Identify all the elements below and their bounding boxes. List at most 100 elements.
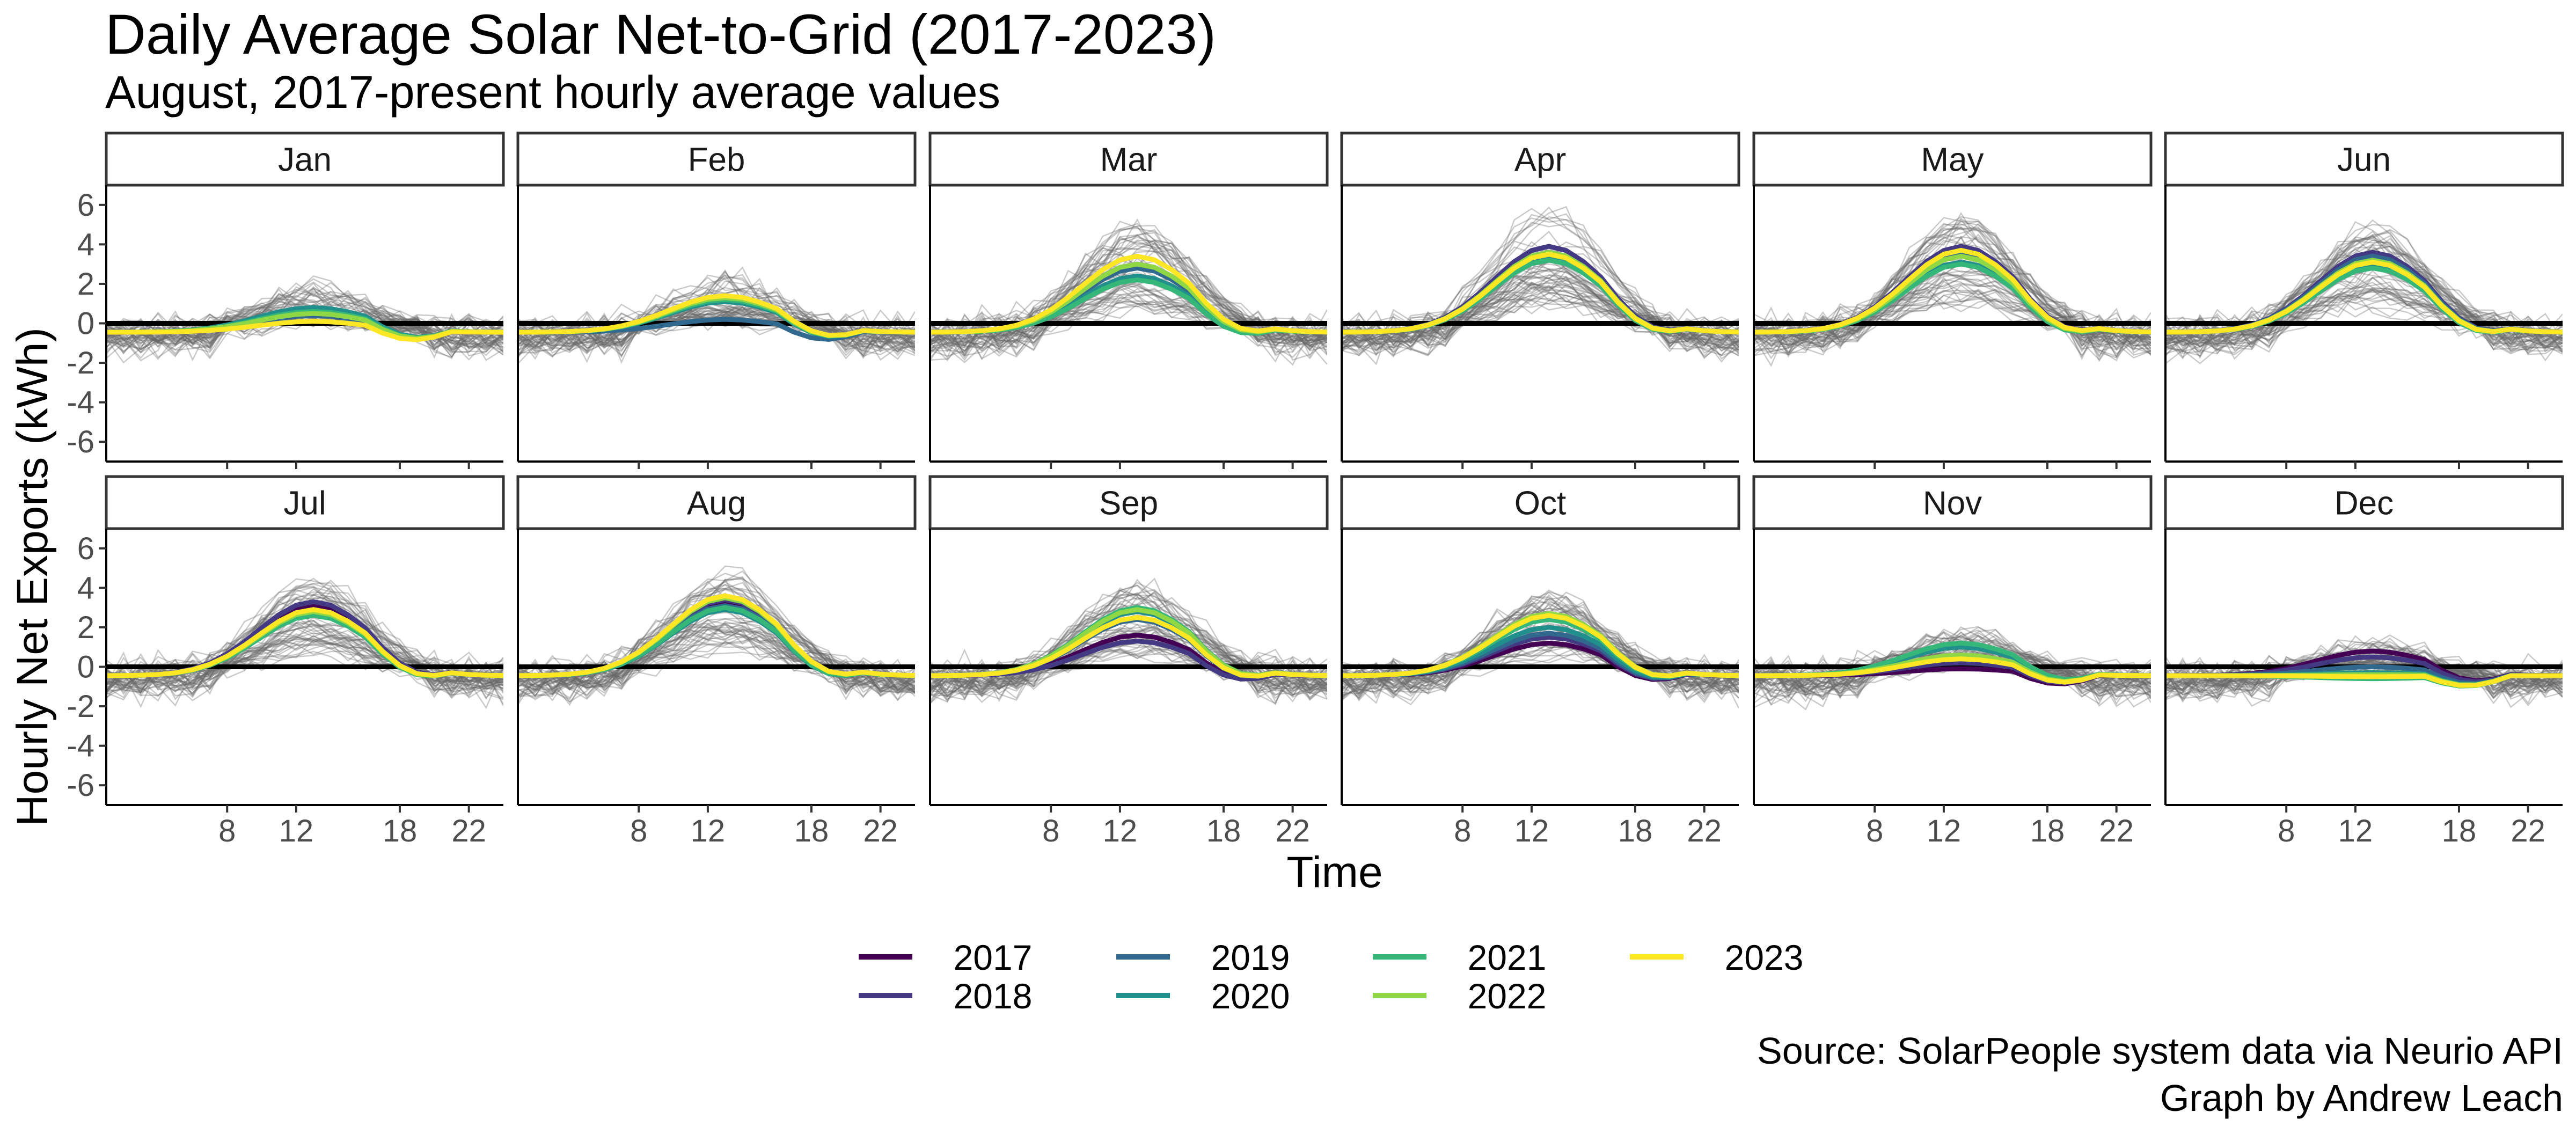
day-line [930,582,1327,701]
day-line [518,588,915,689]
day-line [518,311,915,355]
day-line [1754,236,2151,353]
day-line [1754,277,2151,353]
day-line [106,627,503,694]
day-line [106,634,503,688]
plot-area [930,218,1327,366]
day-line [1342,269,1739,343]
day-line [106,292,503,345]
day-line [930,282,1327,348]
day-line [930,288,1327,345]
strip-box [2164,131,2564,187]
day-line [106,623,503,696]
day-line [2165,230,2563,346]
strip-label: Dec [2334,485,2394,522]
day-line [930,589,1327,696]
x-tick-label: 22 [1275,814,1310,848]
day-line [2165,646,2563,697]
series-line-2023 [1342,613,1739,679]
day-line [2165,224,2563,348]
day-line [1342,299,1739,356]
panel-sep: Sep 8 12 18 22 [928,475,1329,848]
panel-apr: Apr8121822 [1340,131,1740,505]
day-line [1342,644,1739,697]
day-line [518,650,915,700]
plot-area [1754,626,2151,711]
day-line [930,633,1327,704]
y-axis-title: Hourly Net Exports (kWh) [8,327,57,826]
day-line [2165,287,2563,346]
day-line [1342,298,1739,346]
day-line [518,579,915,693]
day-line [930,305,1327,362]
day-line [930,625,1327,696]
y-tick-label: -4 [67,729,94,764]
day-line [1754,223,2151,367]
day-line [518,636,915,704]
legend-label-2017: 2017 [954,938,1033,977]
day-line [518,274,915,342]
x-tick-label: 8 [630,814,647,848]
x-tick-label: 18 [1206,814,1241,848]
day-line [106,624,503,692]
day-line [106,642,503,691]
x-tick-label: 18 [794,814,829,848]
day-line [1342,277,1739,346]
panel-aug: Aug 8 12 18 22 [516,475,917,848]
day-line [1342,639,1739,698]
strip-box [516,131,917,187]
series-line-2023 [930,253,1327,335]
strip-label: May [1921,142,1984,179]
day-line [518,588,915,691]
day-line [930,235,1327,361]
x-tick-label: 8 [218,814,236,848]
legend-label-2023: 2023 [1725,938,1804,977]
y-tick-label: 0 [77,650,94,685]
day-line [930,591,1327,705]
day-line [930,277,1327,363]
day-line [1754,632,2151,699]
day-line [1754,227,2151,359]
day-line [1342,217,1739,356]
day-line [518,305,915,355]
strip-box [516,475,917,530]
day-line [1342,269,1739,356]
day-line [2165,286,2563,362]
y-tick-label: 6 [77,531,94,566]
y-tick-label: -2 [67,689,94,724]
day-line [1342,604,1739,701]
day-line [930,650,1327,696]
day-line [106,295,503,360]
x-tick-label: 22 [2511,814,2545,848]
plot-area [106,577,503,709]
day-line [2165,643,2563,690]
day-line [930,593,1327,699]
day-line [518,618,915,700]
x-tick-label: 8 [1866,814,1883,848]
plot-area [518,565,915,706]
day-line [2165,640,2563,703]
day-line [1342,276,1739,352]
day-line [106,633,503,701]
y-tick-label: -6 [67,425,94,459]
day-line [2165,290,2563,346]
day-line [2165,654,2563,700]
day-line [930,286,1327,355]
x-tick-label: 12 [279,814,314,848]
day-line [106,315,503,358]
day-line [930,632,1327,700]
day-line [2165,655,2563,696]
day-line [2165,290,2563,354]
day-line [106,635,503,691]
day-line [1342,290,1739,360]
day-line [106,638,503,707]
x-tick-label: 18 [2030,814,2065,848]
day-line [1342,608,1739,695]
legend-label-2018: 2018 [954,976,1033,1016]
series-line-2023 [1754,247,2151,335]
strip-box [1752,131,2153,187]
day-line [1342,596,1739,699]
strip-box [105,475,505,530]
series-line-2023 [106,319,503,342]
plot-area [518,266,915,364]
